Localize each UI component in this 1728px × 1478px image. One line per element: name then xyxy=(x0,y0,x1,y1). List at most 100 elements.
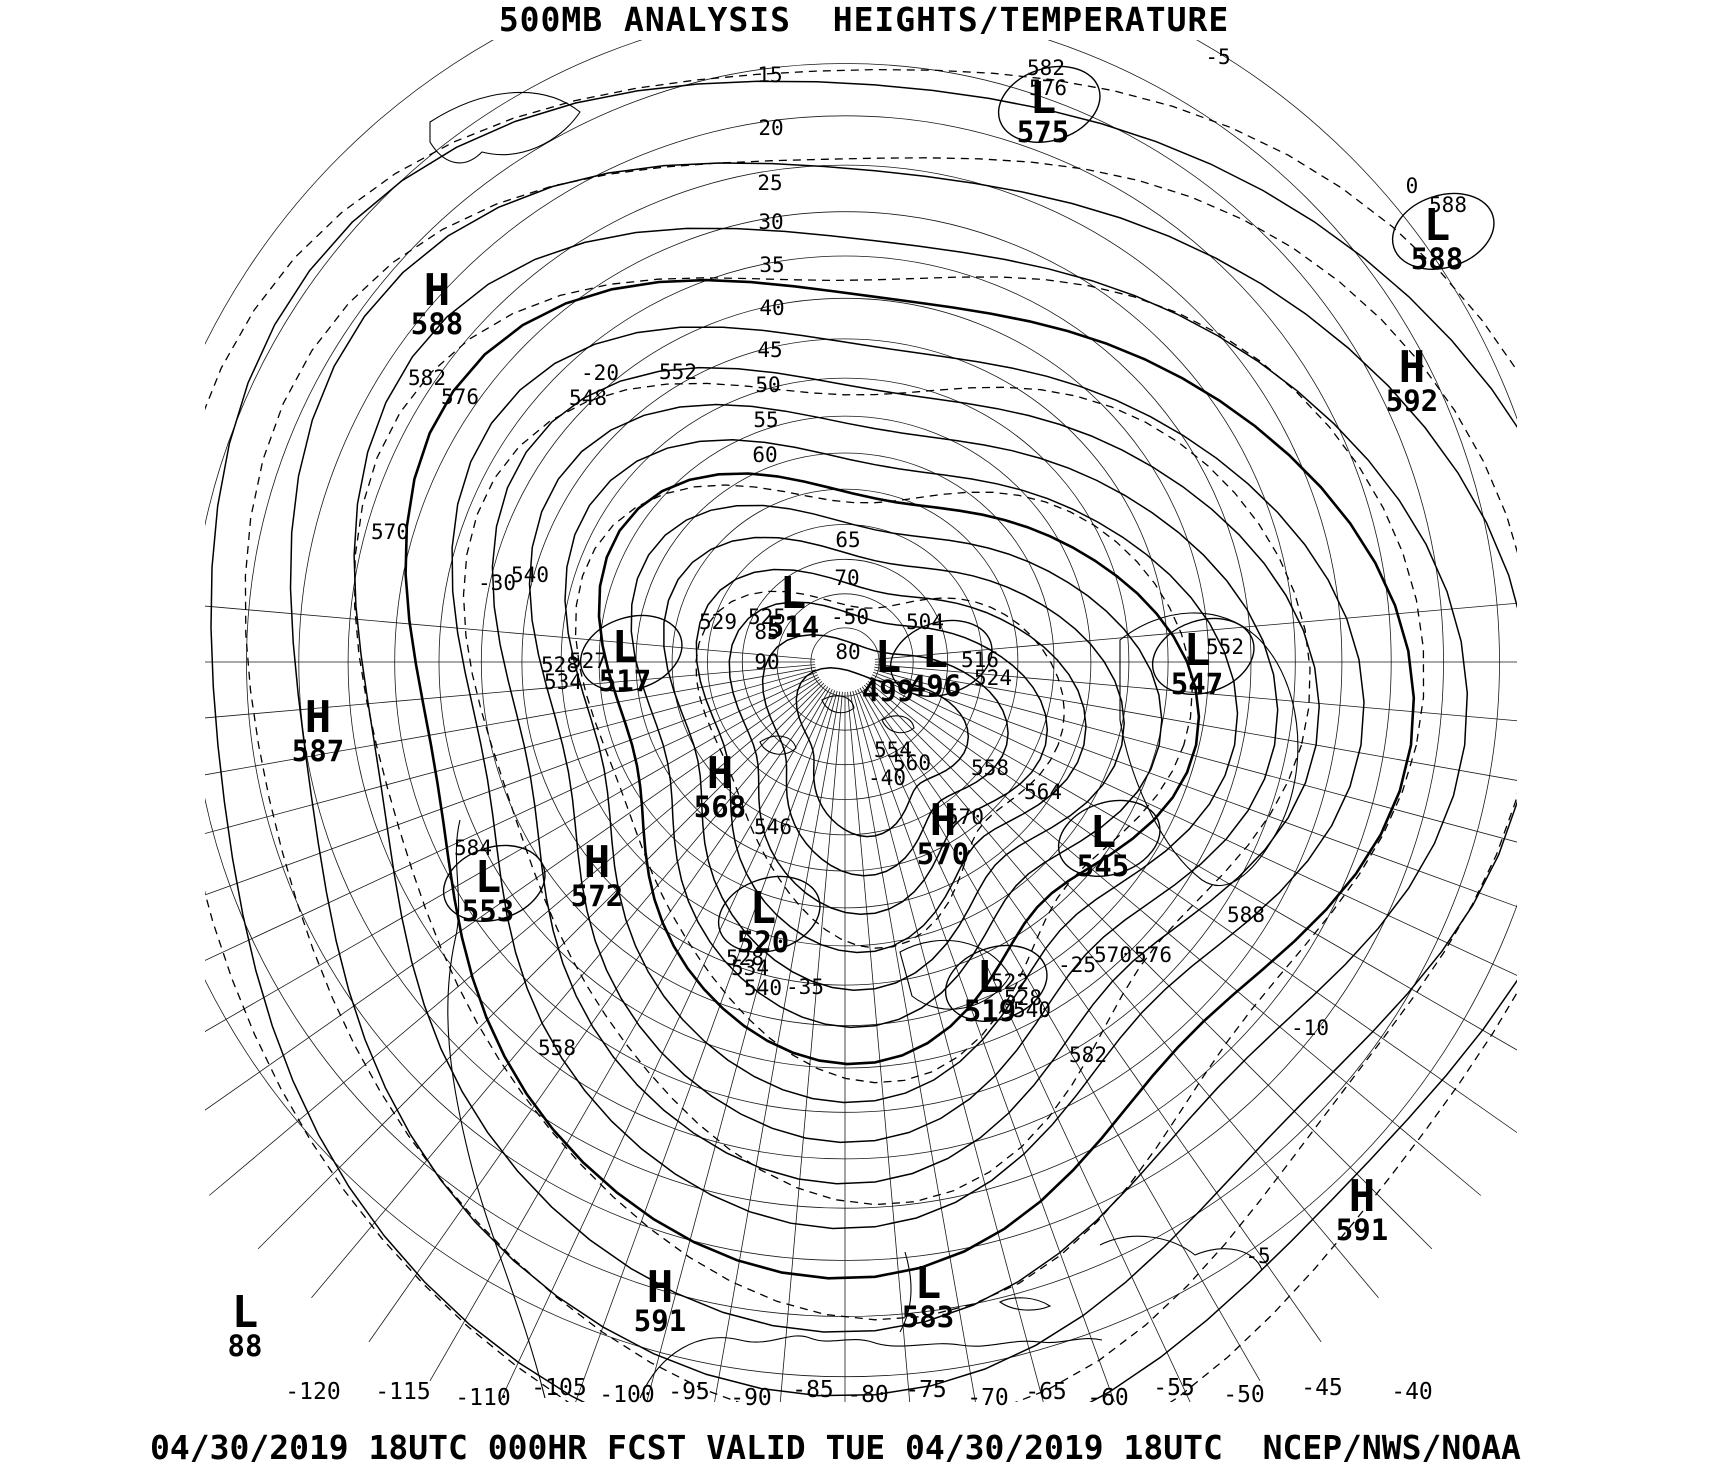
height-contour-582 xyxy=(289,162,1517,1397)
latitude-label: 85 xyxy=(754,620,779,644)
longitude-label: -85 xyxy=(792,1377,834,1403)
contour-label: 548 xyxy=(569,386,607,410)
contour-label: 576 xyxy=(1029,76,1067,100)
center-letter: L xyxy=(1030,73,1057,124)
latitude-label: 65 xyxy=(835,528,860,552)
contour-label: 560 xyxy=(893,751,931,775)
latitude-label: 70 xyxy=(834,566,859,590)
center-letter: L xyxy=(780,568,807,619)
center-value: 88 xyxy=(228,1329,263,1363)
coastline xyxy=(899,939,1011,1010)
contour-label: 528 xyxy=(541,653,579,677)
contour-label: -25 xyxy=(1058,953,1096,977)
center-value: 547 xyxy=(1171,667,1223,701)
height-contour-570 xyxy=(404,278,1416,1280)
contour-label: 582 xyxy=(1069,1043,1107,1067)
height-contour-534 xyxy=(630,504,1163,1029)
longitude-label: -90 xyxy=(730,1385,772,1411)
center-value: 575 xyxy=(1017,115,1069,149)
longitude-label: -65 xyxy=(1025,1379,1067,1405)
contour-label: 552 xyxy=(1206,635,1244,659)
center-value: 545 xyxy=(1077,849,1129,883)
longitude-label: -50 xyxy=(1223,1382,1265,1408)
temp-contour xyxy=(353,276,1425,1321)
center-ring xyxy=(1151,617,1255,695)
longitude-label: -40 xyxy=(1391,1379,1433,1405)
contour-label: 546 xyxy=(754,815,792,839)
contour-label: -20 xyxy=(581,361,619,385)
contour-label: 570 xyxy=(946,805,984,829)
center-letter: H xyxy=(647,1262,674,1313)
longitude-label: -75 xyxy=(905,1377,947,1403)
center-letter: L xyxy=(232,1287,259,1338)
latitude-label: 60 xyxy=(752,443,777,467)
longitude-label: -60 xyxy=(1087,1385,1129,1411)
coastline xyxy=(639,1335,1103,1399)
longitude-labels: -120 -115 -110 -105 -100 -95 -90 -85 -80 -75 -70 -6… xyxy=(285,1375,1432,1411)
center-ring xyxy=(1391,192,1495,270)
center-letter: H xyxy=(1399,342,1426,393)
coastline xyxy=(881,715,915,734)
center-value: 520 xyxy=(737,925,789,959)
center-letter: L xyxy=(977,952,1004,1003)
graticule xyxy=(205,40,1517,1402)
height-contour-546 xyxy=(564,439,1239,1104)
contour-label: 534 xyxy=(544,670,582,694)
center-value: 592 xyxy=(1386,384,1438,418)
center-value: 514 xyxy=(767,610,819,644)
height-contour-558 xyxy=(491,366,1320,1185)
longitude-label: -105 xyxy=(531,1375,586,1401)
center-ring xyxy=(1057,799,1161,877)
contour-label: 558 xyxy=(538,1036,576,1060)
contour-label: 540 xyxy=(1013,998,1051,1022)
coastline xyxy=(821,695,855,714)
center-letter: L xyxy=(915,1258,942,1309)
center-value: 591 xyxy=(1336,1213,1388,1247)
contour-label: -30 xyxy=(478,571,516,595)
center-value: 588 xyxy=(1411,242,1463,276)
center-value: 587 xyxy=(292,734,344,768)
height-contour-528 xyxy=(663,536,1125,991)
center-value: 570 xyxy=(917,837,969,871)
center-letter: H xyxy=(424,265,451,316)
latitude-label: 20 xyxy=(758,116,783,140)
center-letter: L xyxy=(475,852,502,903)
contour-label: 540 xyxy=(511,563,549,587)
latitude-label: 50 xyxy=(755,373,780,397)
center-value: 572 xyxy=(571,879,623,913)
center-letter: L xyxy=(1090,807,1117,858)
latitude-label: 35 xyxy=(759,253,784,277)
height-contour-564 xyxy=(451,326,1365,1230)
latitude-label: 80 xyxy=(835,640,860,664)
coastline xyxy=(759,735,797,755)
longitude-label: -115 xyxy=(375,1379,430,1405)
longitude-label: -55 xyxy=(1153,1375,1195,1401)
coastline xyxy=(447,819,546,1399)
height-contour-588 xyxy=(210,80,1517,1402)
height-contour-510 xyxy=(761,633,1009,877)
contour-label: -40 xyxy=(868,766,906,790)
height-contours xyxy=(210,80,1517,1402)
contour-label: -5 xyxy=(1245,1244,1270,1268)
center-letter: H xyxy=(707,748,734,799)
center-ring xyxy=(997,65,1101,143)
center-ring xyxy=(579,614,683,692)
contour-label: 576 xyxy=(441,385,479,409)
temp-contour xyxy=(244,157,1517,1402)
center-letter: H xyxy=(930,795,957,846)
